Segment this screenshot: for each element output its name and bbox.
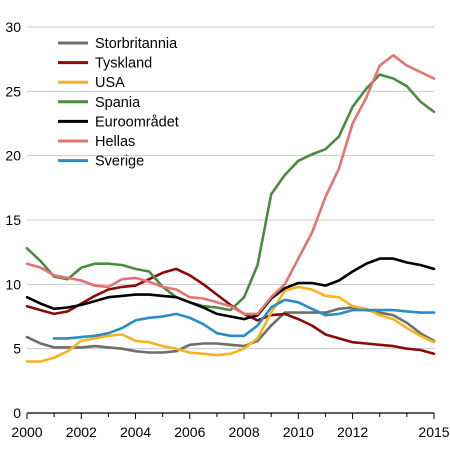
- series-line-2: [25, 285, 436, 363]
- y-tick-label: 10: [5, 276, 21, 292]
- legend-label-4: Euroområdet: [95, 114, 179, 130]
- y-tick-label: 5: [13, 341, 21, 357]
- y-tick-label: 0: [13, 405, 21, 421]
- legend-label-6: Sverige: [95, 154, 144, 170]
- y-tick-label: 15: [5, 212, 21, 228]
- series-line-3: [25, 73, 436, 312]
- legend-label-3: Spania: [95, 95, 141, 111]
- legend-label-2: USA: [95, 75, 125, 91]
- x-tick-label: 2012: [337, 424, 368, 440]
- tick-labels: 0 5 10 15 20 25 30 2000 2002 2004 2006 2008 2010 2012…: [5, 19, 449, 440]
- x-tick-label: 2010: [283, 424, 314, 440]
- y-tick-label: 20: [5, 148, 21, 164]
- series-line-4: [25, 257, 436, 321]
- series-line-6: [52, 298, 436, 340]
- y-tick-label: 30: [5, 19, 21, 35]
- y-tick-label: 25: [5, 83, 21, 99]
- x-tick-label: 2006: [174, 424, 205, 440]
- legend: Storbritannia Tyskland USA Spania Euroområde…: [58, 36, 179, 170]
- series-line-5: [25, 54, 436, 316]
- x-tick-label: 2008: [228, 424, 259, 440]
- legend-label-0: Storbritannia: [95, 36, 178, 52]
- x-tick-label: 2002: [66, 424, 97, 440]
- legend-label-1: Tyskland: [95, 56, 152, 72]
- legend-label-5: Hellas: [95, 134, 135, 150]
- x-tick-label: 2015: [418, 424, 449, 440]
- series-line-0: [25, 306, 436, 354]
- series-layer: [25, 54, 436, 363]
- x-tick-label: 2000: [11, 424, 42, 440]
- x-tick-label: 2004: [120, 424, 151, 440]
